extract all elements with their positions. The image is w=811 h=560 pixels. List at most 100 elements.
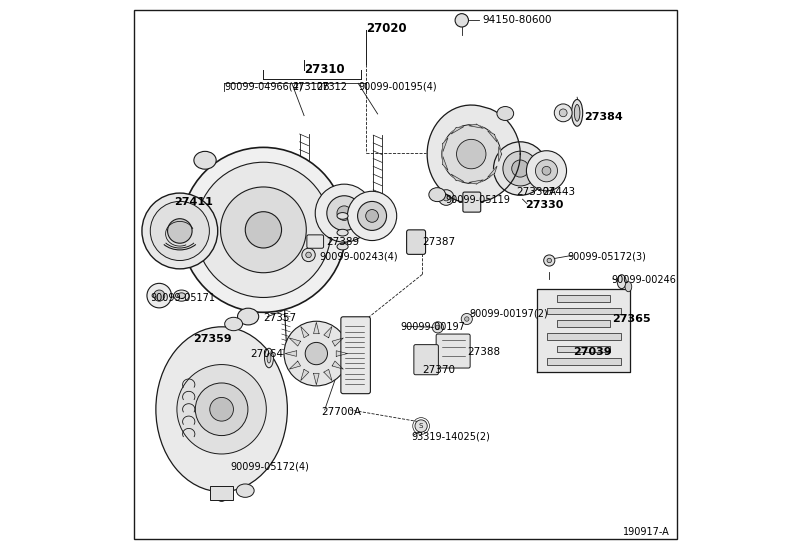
Text: 27310B: 27310B	[292, 82, 329, 92]
Polygon shape	[301, 370, 309, 381]
Polygon shape	[324, 370, 332, 381]
Text: 27312: 27312	[316, 82, 347, 92]
Circle shape	[503, 151, 538, 186]
Ellipse shape	[238, 308, 259, 325]
Text: 90099-00197: 90099-00197	[400, 323, 465, 333]
FancyBboxPatch shape	[436, 334, 470, 368]
Ellipse shape	[236, 484, 254, 497]
Polygon shape	[333, 361, 343, 369]
Text: 27384: 27384	[584, 112, 623, 122]
Circle shape	[443, 194, 449, 201]
Ellipse shape	[617, 275, 626, 288]
Ellipse shape	[178, 293, 186, 298]
Circle shape	[433, 191, 441, 199]
Circle shape	[284, 321, 349, 386]
FancyBboxPatch shape	[463, 192, 481, 212]
Circle shape	[195, 383, 248, 436]
Circle shape	[177, 365, 266, 454]
Circle shape	[200, 155, 211, 166]
Circle shape	[305, 342, 328, 365]
Circle shape	[543, 255, 555, 266]
Circle shape	[181, 147, 345, 312]
Text: 27330: 27330	[526, 200, 564, 210]
Text: 90099-05172(3): 90099-05172(3)	[567, 251, 646, 262]
Ellipse shape	[225, 318, 242, 331]
Ellipse shape	[572, 100, 582, 126]
Ellipse shape	[194, 151, 217, 169]
Polygon shape	[499, 147, 502, 161]
Circle shape	[306, 252, 311, 258]
Circle shape	[358, 202, 387, 230]
Circle shape	[142, 193, 217, 269]
Circle shape	[535, 160, 557, 182]
Text: 27020: 27020	[367, 22, 407, 35]
Circle shape	[542, 166, 551, 175]
Text: 90099-05119: 90099-05119	[445, 195, 510, 206]
Circle shape	[560, 109, 567, 116]
Circle shape	[554, 104, 572, 122]
Text: 27387: 27387	[423, 237, 455, 247]
Circle shape	[432, 322, 444, 333]
Ellipse shape	[174, 290, 189, 301]
Text: 90099-05172(4): 90099-05172(4)	[230, 461, 309, 472]
Circle shape	[147, 283, 171, 308]
Polygon shape	[537, 289, 630, 372]
Text: 27310: 27310	[304, 63, 345, 76]
Text: 90099-00243(4): 90099-00243(4)	[320, 251, 397, 261]
Bar	[211, 486, 233, 500]
Ellipse shape	[156, 327, 287, 492]
Text: 27388: 27388	[467, 347, 500, 357]
Text: 27443: 27443	[542, 187, 575, 197]
Ellipse shape	[429, 188, 445, 202]
Text: 27411: 27411	[174, 197, 213, 207]
Circle shape	[439, 190, 454, 206]
Circle shape	[526, 151, 567, 191]
Text: 90099-05171: 90099-05171	[150, 293, 215, 303]
Circle shape	[366, 209, 379, 222]
Circle shape	[242, 487, 249, 494]
Polygon shape	[337, 351, 348, 356]
Text: 90099-00195(4): 90099-00195(4)	[358, 82, 437, 92]
Ellipse shape	[337, 229, 348, 236]
Ellipse shape	[267, 353, 271, 363]
Bar	[557, 346, 611, 352]
Text: 27330A: 27330A	[516, 187, 556, 197]
Polygon shape	[333, 338, 343, 346]
Text: 93319-14025(2): 93319-14025(2)	[411, 431, 490, 441]
Polygon shape	[314, 323, 320, 334]
Circle shape	[547, 258, 551, 263]
Text: 90099-04966(4): 90099-04966(4)	[225, 82, 303, 92]
Circle shape	[315, 184, 373, 242]
Polygon shape	[469, 180, 483, 184]
Circle shape	[150, 202, 209, 260]
Circle shape	[153, 290, 165, 301]
Circle shape	[442, 125, 500, 184]
Bar	[547, 307, 621, 314]
FancyBboxPatch shape	[307, 235, 324, 248]
Circle shape	[459, 17, 465, 23]
Circle shape	[337, 206, 351, 221]
Bar	[547, 358, 621, 365]
Polygon shape	[487, 166, 497, 178]
Circle shape	[230, 320, 238, 328]
Circle shape	[494, 142, 547, 195]
Bar	[557, 320, 611, 327]
FancyBboxPatch shape	[414, 344, 439, 375]
Bar	[547, 333, 621, 339]
Polygon shape	[443, 138, 448, 152]
Text: 90099-00197(2): 90099-00197(2)	[470, 309, 548, 319]
Polygon shape	[443, 157, 448, 170]
Text: 27357: 27357	[264, 313, 297, 323]
Circle shape	[347, 192, 397, 241]
Polygon shape	[487, 131, 497, 142]
FancyBboxPatch shape	[406, 230, 426, 254]
Bar	[557, 295, 611, 302]
Text: 27370: 27370	[423, 365, 455, 375]
Circle shape	[327, 196, 362, 231]
Polygon shape	[451, 127, 464, 134]
Polygon shape	[324, 326, 332, 338]
Ellipse shape	[625, 282, 632, 292]
Circle shape	[168, 219, 192, 243]
Circle shape	[411, 233, 420, 242]
Polygon shape	[427, 105, 521, 203]
